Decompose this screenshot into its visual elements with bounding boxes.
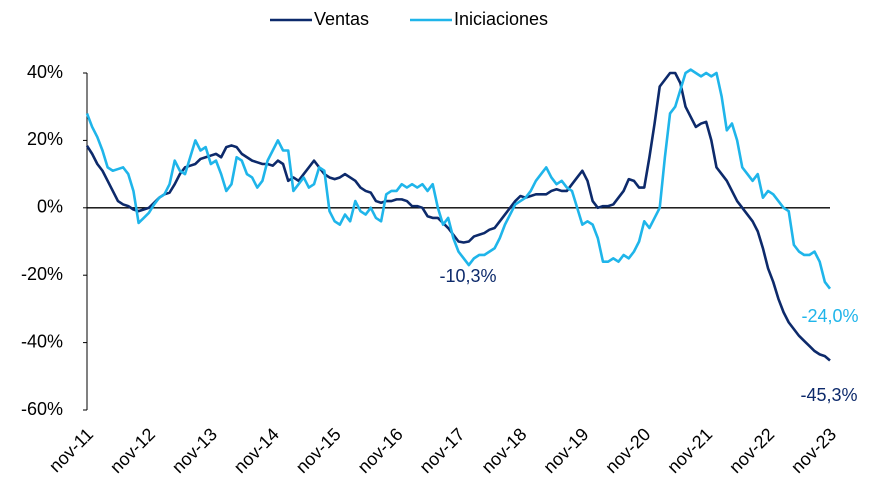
x-tick-label: nov-11 <box>45 424 97 476</box>
x-tick-label: nov-19 <box>539 424 592 477</box>
y-tick-label: -60% <box>21 399 63 419</box>
y-tick-label: 40% <box>27 62 63 82</box>
line-series <box>85 68 832 290</box>
y-tick-label: 0% <box>37 197 63 217</box>
x-tick-label: nov-17 <box>416 424 469 477</box>
x-tick-label: nov-23 <box>787 424 840 477</box>
y-tick-label: -40% <box>21 331 63 351</box>
legend-label: Ventas <box>314 9 369 29</box>
x-tick-label: nov-14 <box>230 424 283 477</box>
x-tick-label: nov-18 <box>478 424 531 477</box>
y-tick-label: 20% <box>27 129 63 149</box>
line-series <box>85 71 831 362</box>
legend-label: Iniciaciones <box>454 9 548 29</box>
y-tick-label: -20% <box>21 264 63 284</box>
annotation: -45,3% <box>800 385 857 405</box>
x-tick-label: nov-22 <box>725 424 778 477</box>
x-tick-label: nov-13 <box>168 424 221 477</box>
x-tick-label: nov-12 <box>106 424 159 477</box>
x-tick-label: nov-20 <box>601 424 654 477</box>
x-tick-label: nov-16 <box>354 424 407 477</box>
annotation: -24,0% <box>801 306 858 326</box>
x-tick-label: nov-21 <box>663 424 716 477</box>
annotation: -10,3% <box>439 266 496 286</box>
x-tick-label: nov-15 <box>292 424 345 477</box>
